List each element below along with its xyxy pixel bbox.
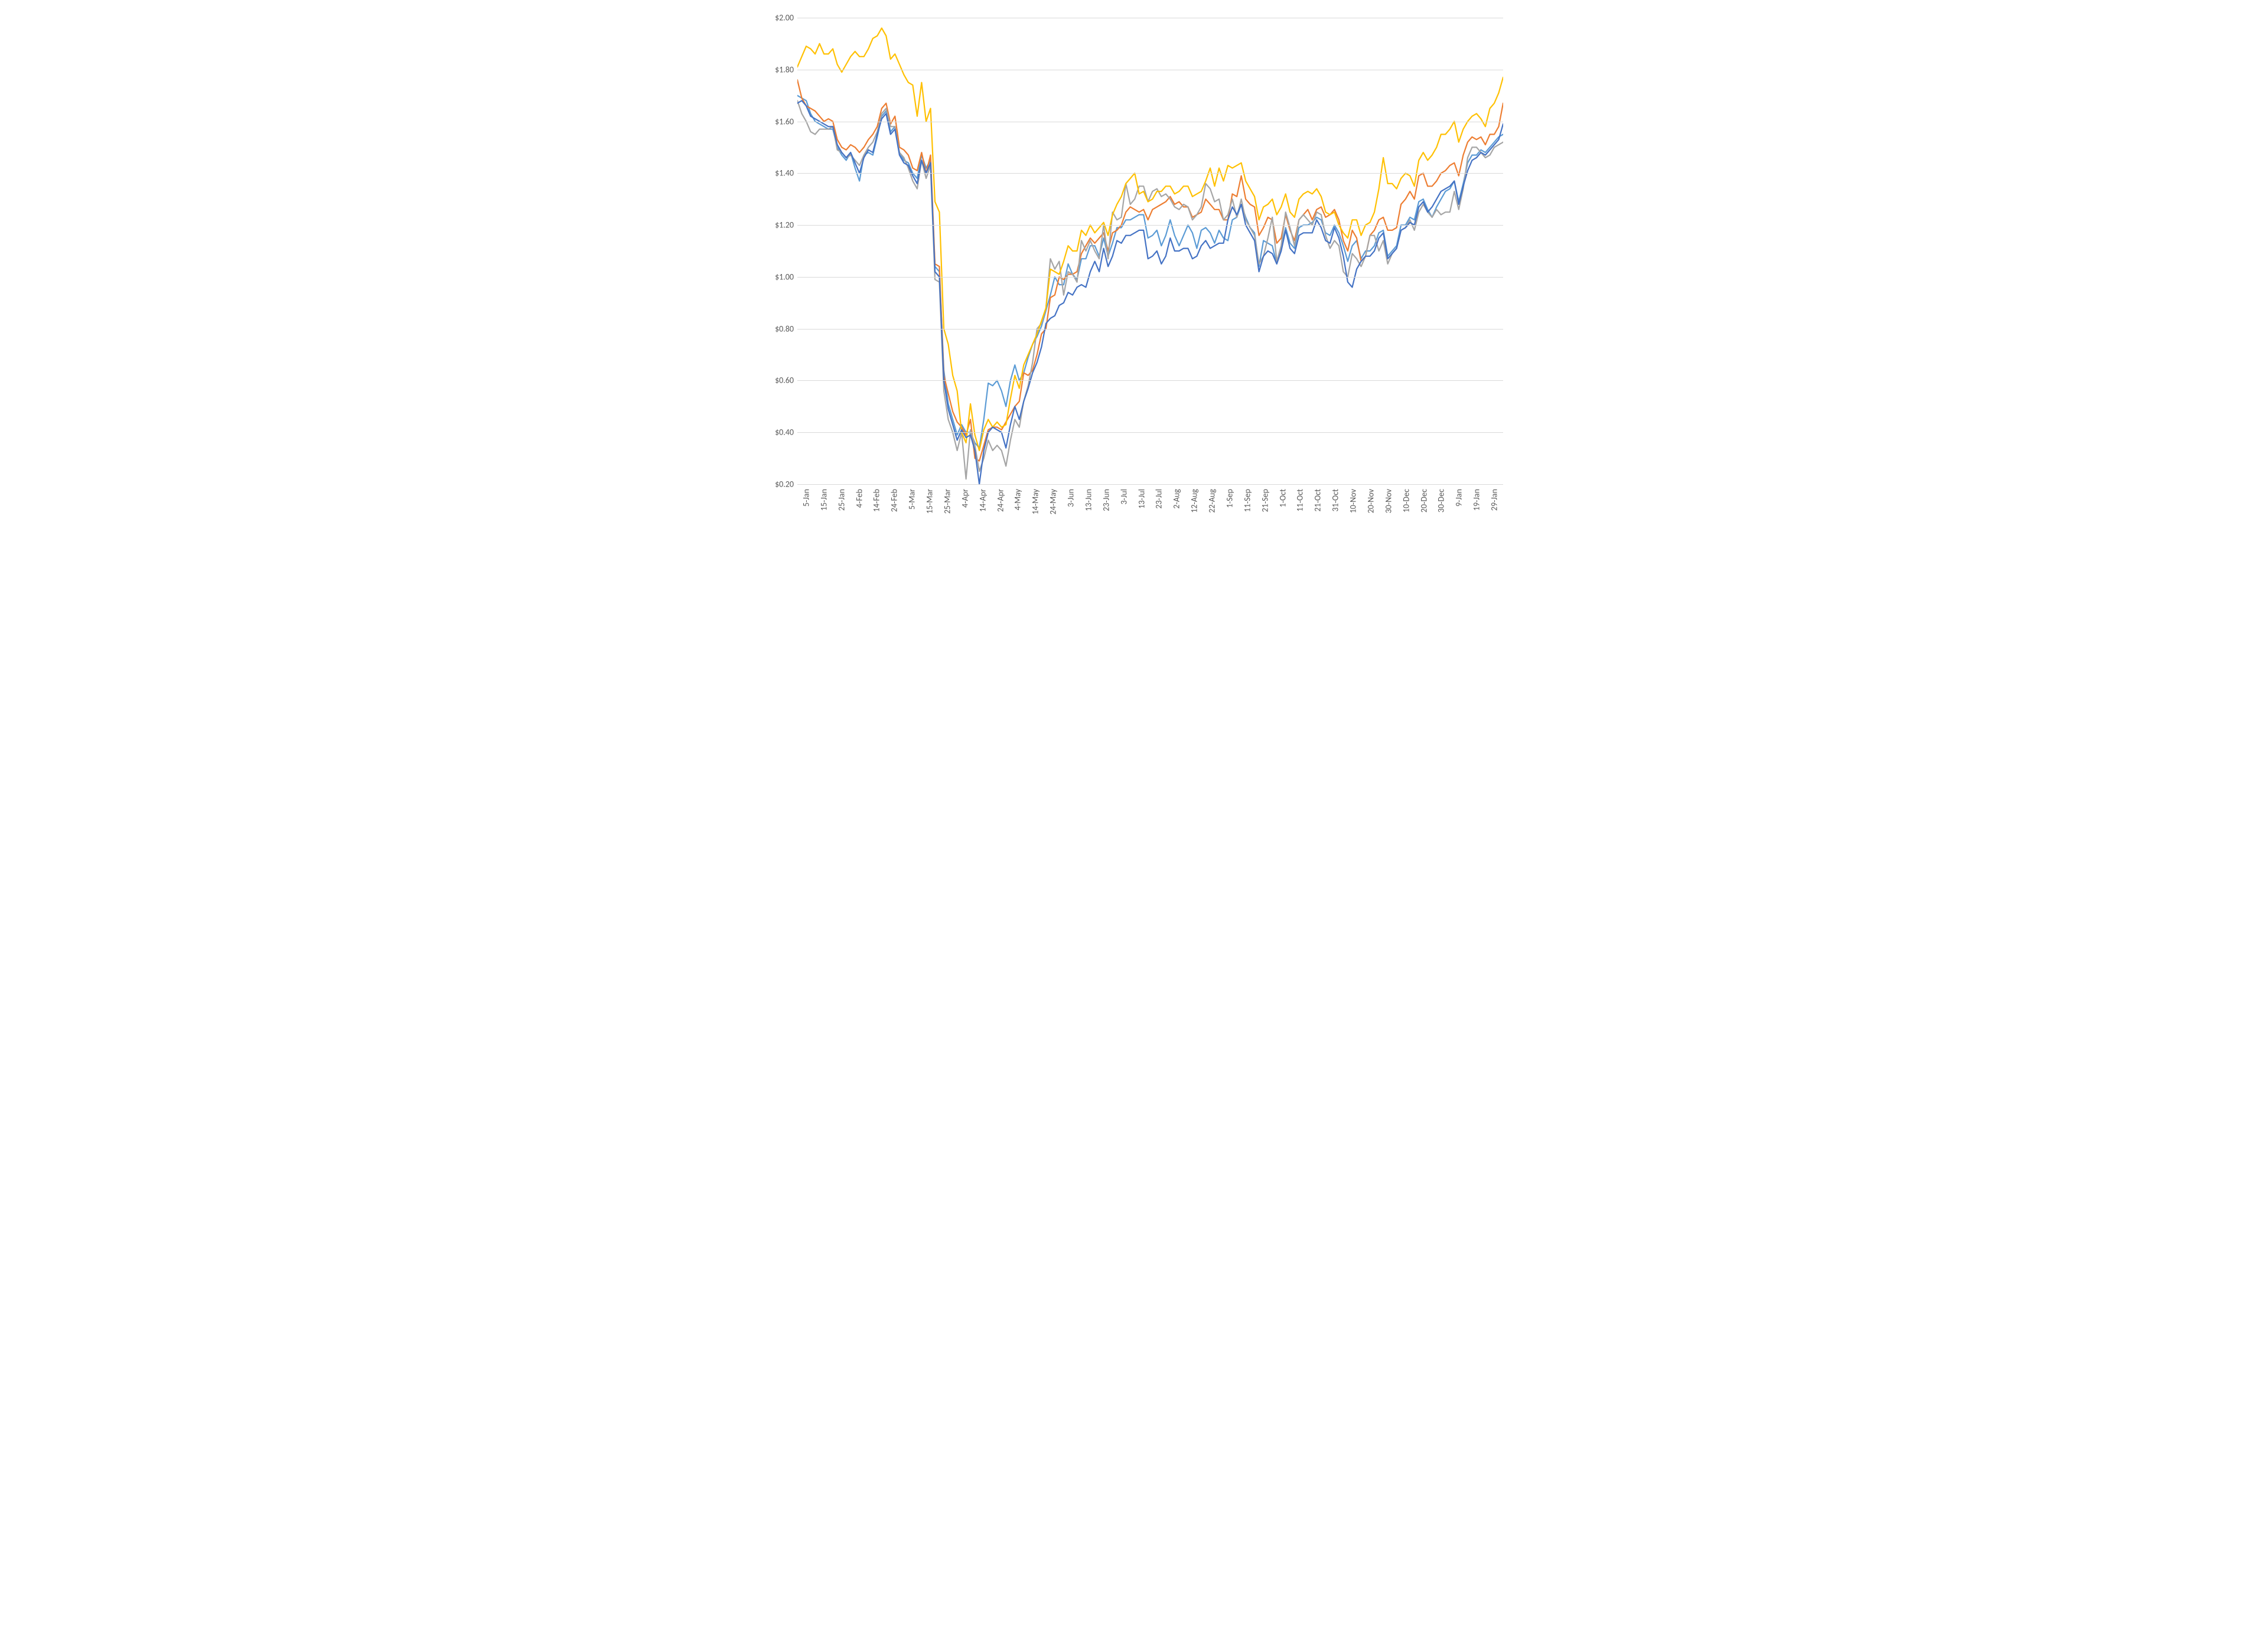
y-gridline — [797, 380, 1503, 381]
x-tick-label: 15-Jan — [819, 489, 829, 511]
x-tick-label: 14-Apr — [977, 489, 988, 512]
y-gridline — [797, 484, 1503, 485]
x-tick-label: 14-Feb — [872, 489, 882, 512]
x-tick-label: 24-May — [1048, 489, 1058, 514]
x-tick-label: 22-Aug — [1207, 489, 1217, 513]
x-tick-label: 24-Feb — [889, 489, 900, 512]
y-tick-label: $1.20 — [775, 220, 794, 230]
x-tick-label: 11-Oct — [1295, 489, 1305, 511]
x-tick-label: 1-Oct — [1278, 489, 1288, 507]
spot-gasoline-chart: Spot Gasoline Prices USGCNYHChicagoLAGro… — [756, 0, 1512, 548]
y-tick-label: $2.00 — [775, 13, 794, 23]
x-tick-label: 20-Dec — [1419, 489, 1429, 513]
y-tick-label: $1.00 — [775, 272, 794, 282]
x-tick-label: 1-Sep — [1224, 489, 1234, 508]
x-tick-label: 4-May — [1013, 489, 1023, 510]
series-line-USGC — [797, 96, 1503, 448]
x-tick-label: 21-Sep — [1260, 489, 1270, 512]
x-tick-label: 4-Apr — [960, 489, 970, 508]
series-line-Chicago — [797, 100, 1503, 479]
plot-area — [797, 18, 1503, 484]
x-tick-label: 29-Jan — [1490, 489, 1500, 511]
x-tick-label: 9-Jan — [1454, 489, 1464, 507]
y-gridline — [797, 173, 1503, 174]
y-tick-label: $0.20 — [775, 480, 794, 490]
x-tick-label: 2-Aug — [1172, 489, 1182, 508]
x-tick-label: 21-Oct — [1313, 489, 1323, 511]
x-tick-label: 30-Nov — [1383, 489, 1393, 513]
y-tick-label: $1.40 — [775, 168, 794, 178]
y-tick-label: $0.80 — [775, 324, 794, 334]
y-tick-label: $1.80 — [775, 64, 794, 74]
x-tick-label: 13-Jun — [1083, 489, 1093, 511]
series-line-NYH — [797, 80, 1503, 461]
x-tick-label: 25-Mar — [942, 489, 952, 514]
x-tick-label: 12-Aug — [1190, 489, 1200, 513]
x-tick-label: 3-Jul — [1119, 489, 1129, 504]
y-gridline — [797, 432, 1503, 433]
y-gridline — [797, 329, 1503, 330]
y-gridline — [797, 225, 1503, 226]
x-tick-label: 4-Feb — [854, 489, 864, 508]
x-tick-label: 11-Sep — [1242, 489, 1252, 512]
y-tick-label: $0.40 — [775, 428, 794, 438]
x-tick-label: 10-Dec — [1401, 489, 1411, 513]
x-tick-label: 15-Mar — [925, 489, 935, 514]
x-tick-label: 24-Apr — [995, 489, 1005, 512]
x-tick-label: 25-Jan — [836, 489, 846, 511]
series-line-LA — [797, 28, 1503, 451]
x-tick-label: 30-Dec — [1436, 489, 1446, 513]
x-tick-label: 13-Jul — [1136, 489, 1146, 509]
x-tick-label: 23-Jun — [1101, 489, 1111, 511]
x-tick-label: 10-Nov — [1348, 489, 1358, 513]
line-series-svg — [797, 18, 1503, 484]
y-tick-label: $0.60 — [775, 376, 794, 386]
x-tick-label: 5-Mar — [907, 489, 917, 510]
x-tick-label: 23-Jul — [1154, 489, 1164, 509]
x-tick-label: 3-Jun — [1066, 489, 1076, 507]
x-tick-label: 14-May — [1031, 489, 1041, 514]
x-tick-label: 31-Oct — [1331, 489, 1341, 511]
y-tick-label: $1.60 — [775, 116, 794, 126]
x-tick-label: 19-Jan — [1472, 489, 1482, 511]
y-gridline — [797, 277, 1503, 278]
x-tick-label: 5-Jan — [801, 489, 811, 507]
x-tick-label: 20-Nov — [1366, 489, 1376, 513]
